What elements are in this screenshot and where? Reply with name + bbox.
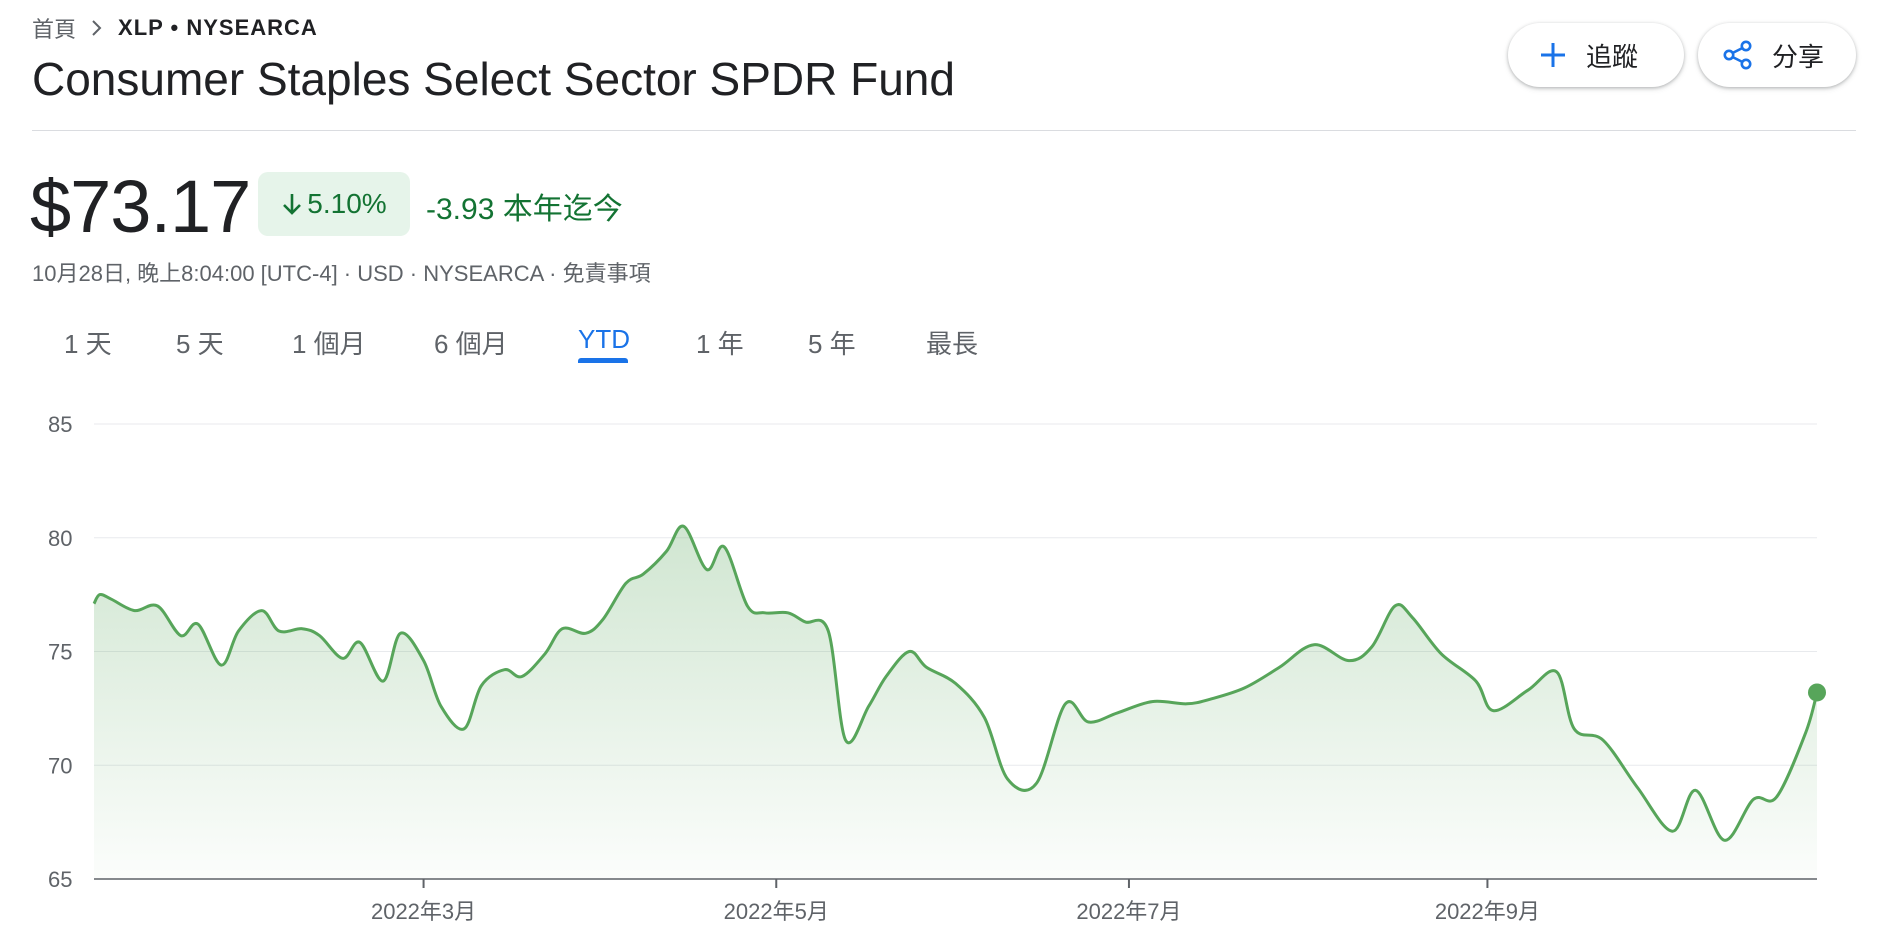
page-title: Consumer Staples Select Sector SPDR Fund (32, 53, 955, 105)
y-tick-label: 80 (48, 526, 72, 551)
breadcrumb-home-link[interactable]: 首頁 (32, 17, 77, 42)
current-price-marker[interactable] (1808, 683, 1826, 702)
tab-1-day[interactable]: 1 天 (64, 329, 112, 359)
change-percent: 5.10% (307, 188, 387, 219)
change-amount: -3.93 本年迄今 (426, 193, 623, 226)
breadcrumb: 首頁 XLP • NYSEARCA (32, 12, 318, 44)
breadcrumb-ticker: XLP • NYSEARCA (118, 15, 318, 40)
change-percent-badge: 5.10% (258, 172, 410, 236)
x-tick-label: 2022年3月 (371, 899, 476, 924)
y-tick-label: 70 (48, 753, 72, 778)
header-divider (32, 130, 1856, 131)
tab-1-year[interactable]: 1 年 (696, 329, 744, 359)
tab-5-day[interactable]: 5 天 (176, 329, 224, 359)
arrow-down-icon (281, 191, 303, 217)
tab-max[interactable]: 最長 (926, 329, 979, 359)
price-line (92, 524, 1819, 842)
price-chart[interactable]: 85 80 75 70 65 2022年3月 2022年5月 2022年7月 2022年9月 (0, 390, 1888, 940)
share-button[interactable]: 分享 (1698, 23, 1856, 87)
y-tick-label: 65 (48, 867, 72, 892)
plus-icon (1538, 40, 1568, 70)
x-tick-label: 2022年5月 (724, 899, 829, 924)
tab-5-year[interactable]: 5 年 (808, 329, 856, 359)
tab-1-month[interactable]: 1 個月 (292, 329, 366, 359)
current-price: $73.17 (30, 165, 251, 248)
y-tick-label: 85 (48, 412, 72, 437)
share-icon (1722, 39, 1754, 71)
share-button-label: 分享 (1772, 41, 1825, 72)
tab-6-month[interactable]: 6 個月 (434, 329, 508, 359)
chevron-right-icon (90, 19, 104, 37)
y-tick-label: 75 (48, 640, 72, 665)
x-tick-label: 2022年7月 (1076, 899, 1181, 924)
x-tick-label: 2022年9月 (1435, 899, 1540, 924)
quote-meta: 10月28日, 晚上8:04:00 [UTC-4] · USD · NYSEAR… (32, 261, 651, 286)
follow-button[interactable]: 追蹤 (1508, 23, 1684, 87)
active-tab-indicator (578, 358, 628, 363)
follow-button-label: 追蹤 (1586, 41, 1639, 72)
price-area (94, 526, 1817, 879)
tab-ytd[interactable]: YTD (578, 324, 630, 354)
